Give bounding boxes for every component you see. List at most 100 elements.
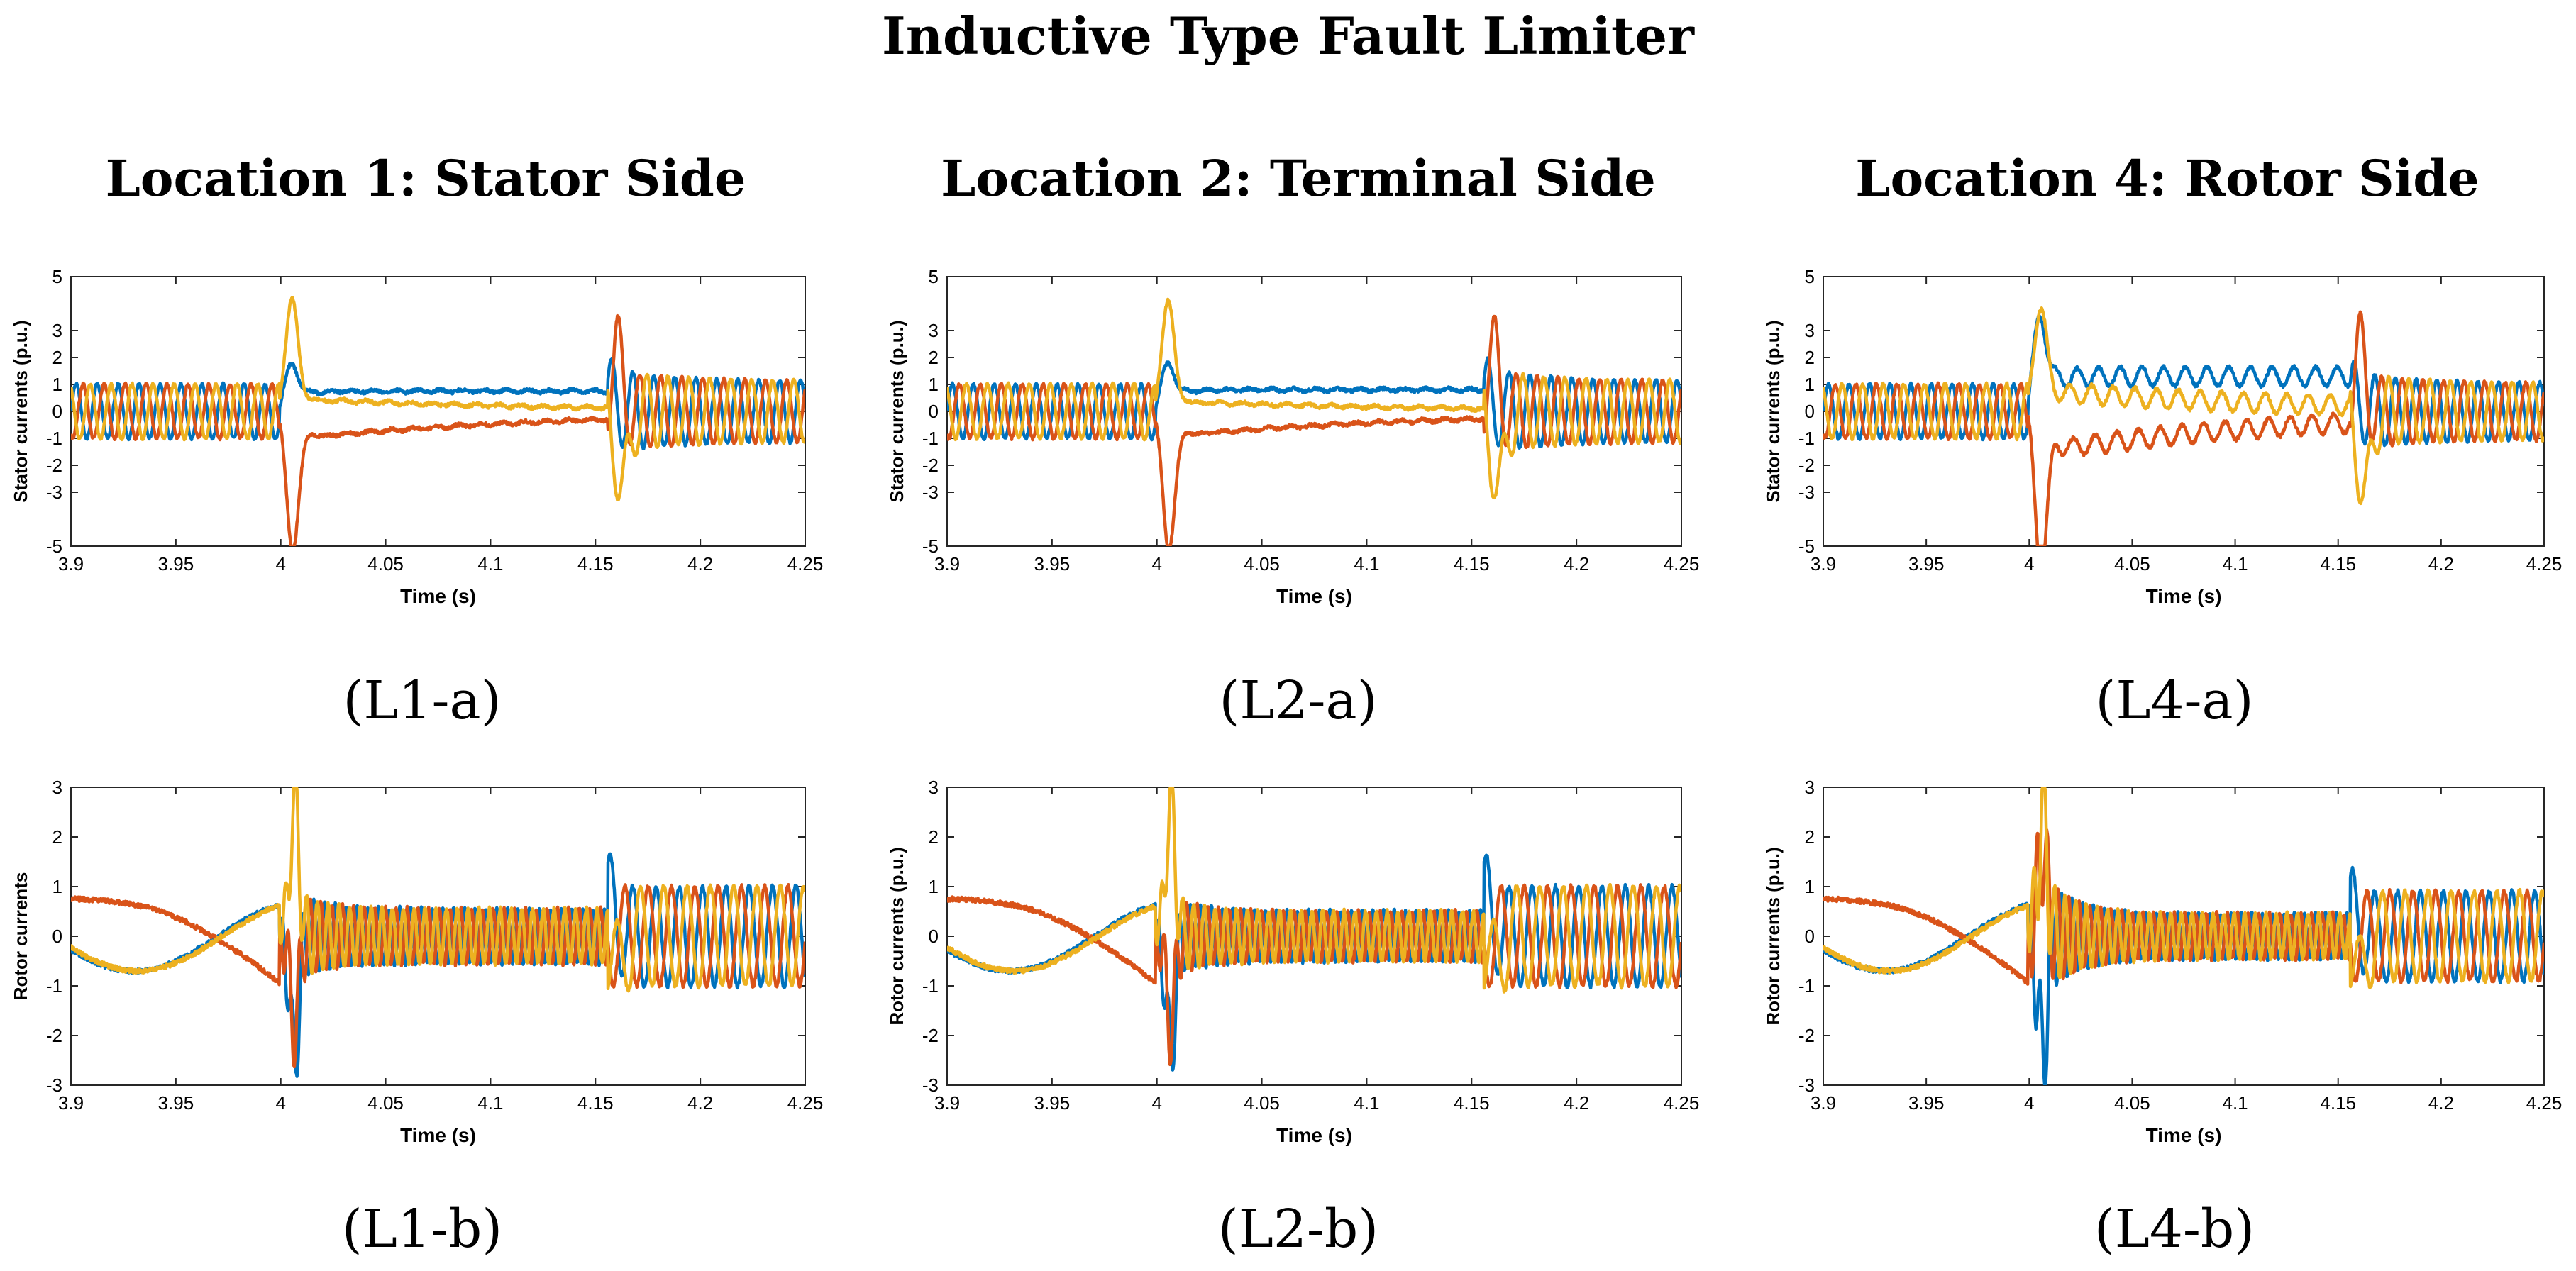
column-title-location-2: Location 2: Terminal Side [941,149,1656,208]
x-tick-label: 4.25 [2526,1092,2563,1114]
x-tick-label: 4.2 [1564,553,1589,575]
y-axis-label: Stator currents (p.u.) [1762,320,1784,502]
x-tick-label: 3.95 [1034,553,1071,575]
y-tick-label: -1 [46,428,62,449]
x-axis-label: Time (s) [2146,1124,2222,1146]
y-tick-label: -2 [1798,1025,1815,1046]
y-tick-label: -3 [922,482,939,503]
y-tick-label: -3 [1798,1075,1815,1096]
x-axis-label: Time (s) [400,585,476,607]
y-tick-label: -3 [922,1075,939,1096]
y-tick-label: 2 [1805,826,1815,848]
y-tick-label: -3 [1798,482,1815,503]
y-axis-label: Rotor currents (p.u.) [1762,847,1784,1025]
y-tick-label: 1 [929,374,939,395]
series-line-phase-b [947,314,1681,546]
x-tick-label: 4 [1151,553,1161,575]
x-axis-label: Time (s) [1276,1124,1352,1146]
series-line-phase-c [947,297,1681,500]
y-tick-label: 1 [929,876,939,897]
series-line-phase-b [71,313,805,546]
y-axis-label: Stator currents (p.u.) [886,320,907,502]
y-tick-label: 0 [1805,926,1815,947]
y-tick-label: -1 [1798,428,1815,449]
chart-L2-b: 3.9 3.95 4 4.05 4.1 4.15 4.2 4.25 -3 -2 -1 0 1 2 3 Time… [886,777,1700,1146]
series-line-phase-c [1823,306,2544,506]
x-tick-label: 3.95 [1908,553,1945,575]
y-tick-label: 0 [52,401,62,422]
x-tick-label: 4.1 [2222,1092,2248,1114]
y-tick-label: 1 [52,876,62,897]
x-tick-label: 4.05 [2114,1092,2150,1114]
y-tick-label: 3 [1805,777,1815,798]
series-line-phase-c [71,296,805,502]
caption-L4-a: (L4-a) [2095,670,2254,731]
y-tick-label: -1 [922,975,939,997]
x-tick-label: 3.95 [1034,1092,1071,1114]
y-tick-label: 2 [929,826,939,848]
x-tick-label: 3.9 [1811,553,1836,575]
x-tick-label: 4.15 [577,553,614,575]
x-tick-label: 4 [2024,1092,2034,1114]
y-tick-label: 3 [929,320,939,341]
y-tick-label: -5 [1798,535,1815,557]
x-tick-label: 4.05 [1244,1092,1280,1114]
column-title-location-4: Location 4: Rotor Side [1855,149,2480,208]
y-tick-label: 1 [1805,876,1815,897]
x-tick-label: 4.2 [2428,1092,2454,1114]
y-axis-label: Rotor currents (p.u.) [886,847,907,1025]
x-tick-label: 3.95 [158,553,194,575]
y-tick-label: -3 [46,482,62,503]
x-axis-label: Time (s) [1276,585,1352,607]
y-tick-label: 1 [1805,374,1815,395]
y-tick-label: -2 [46,455,62,476]
y-tick-label: -2 [922,455,939,476]
y-tick-label: 2 [1805,347,1815,368]
x-tick-label: 4.05 [1244,553,1280,575]
y-tick-label: -2 [1798,455,1815,476]
x-tick-label: 4.1 [477,1092,503,1114]
y-tick-label: -3 [46,1075,62,1096]
y-tick-label: 5 [929,266,939,287]
x-tick-label: 4.15 [2320,1092,2356,1114]
x-tick-label: 4.2 [2428,553,2454,575]
y-tick-label: 2 [52,826,62,848]
caption-L2-b: (L2-b) [1217,1199,1379,1260]
x-tick-label: 4.15 [577,1092,614,1114]
x-tick-label: 3.9 [58,1092,84,1114]
x-tick-label: 4 [275,1092,285,1114]
x-tick-label: 4.05 [2114,553,2150,575]
x-tick-label: 4 [275,553,285,575]
y-tick-label: 3 [1805,320,1815,341]
y-tick-label: -5 [46,535,62,557]
x-tick-label: 3.95 [1908,1092,1945,1114]
y-tick-label: -1 [46,975,62,997]
y-tick-label: -2 [46,1025,62,1046]
column-title-location-1: Location 1: Stator Side [105,149,746,208]
y-tick-label: 5 [1805,266,1815,287]
x-tick-label: 4.15 [2320,553,2356,575]
y-axis-label: Rotor currents [10,872,31,1001]
x-tick-label: 4.2 [1564,1092,1589,1114]
caption-L1-b: (L1-b) [341,1199,503,1260]
chart-L2-a: 3.9 3.95 4 4.05 4.1 4.15 4.2 4.25 -5 -3 -2 -1 0 1 2 3 5 T… [886,266,1700,607]
y-tick-label: 2 [929,347,939,368]
y-tick-label: 3 [52,320,62,341]
x-tick-label: 4.25 [2526,553,2563,575]
chart-L4-b: 3.9 3.95 4 4.05 4.1 4.15 4.2 4.25 -3 -2 -1 0 1 2 3 Time… [1762,777,2563,1146]
chart-L1-b: 3.9 3.95 4 4.05 4.1 4.15 4.2 4.25 -3 -2 -1 0 1 2 3 Time… [10,777,823,1146]
series-line-phase-c [1823,787,2544,989]
x-tick-label: 4.05 [367,553,404,575]
x-tick-label: 4.25 [1664,553,1700,575]
x-tick-label: 4.15 [1454,553,1490,575]
x-tick-label: 3.95 [158,1092,194,1114]
y-tick-label: 1 [52,374,62,395]
y-tick-label: -5 [922,535,939,557]
x-tick-label: 3.9 [934,553,960,575]
y-tick-label: -1 [922,428,939,449]
x-tick-label: 4 [2024,553,2034,575]
series-line-phase-a [1823,314,2544,448]
x-tick-label: 4.25 [1664,1092,1700,1114]
x-tick-label: 4 [1151,1092,1161,1114]
x-tick-label: 4.2 [687,1092,713,1114]
